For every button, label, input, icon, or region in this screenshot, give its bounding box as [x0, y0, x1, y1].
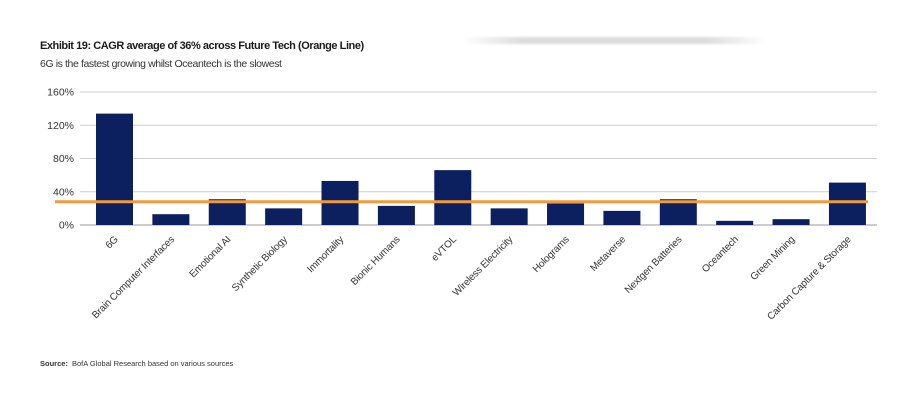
source-text: BofA Global Research based on various so…	[71, 359, 234, 368]
x-tick-label-6g: 6G	[104, 234, 121, 251]
x-tick-label-emotional-ai: Emotional AI	[188, 234, 234, 280]
bar-carbon-capture-and-storage	[828, 182, 866, 225]
y-tick-label-40: 40%	[53, 186, 74, 198]
source-note: Source: BofA Global Research based on var…	[40, 359, 233, 368]
x-tick-label-evtol: eVTOL	[430, 234, 460, 264]
bars	[96, 113, 866, 225]
y-tick-label-160: 160%	[47, 87, 74, 99]
source-label: Source:	[40, 359, 68, 368]
gridlines	[80, 91, 877, 226]
header-shadow-decoration	[462, 37, 767, 44]
x-tick-label-immortality: Immortality	[305, 234, 346, 275]
x-tick-label-oceantech: Oceantech	[700, 234, 741, 275]
y-tick-label-0: 0%	[59, 220, 74, 232]
bar-emotional-ai	[208, 199, 246, 225]
chart-title: Exhibit 19: CAGR average of 36% across F…	[40, 40, 364, 52]
x-tick-label-brain-computer-interfaces: Brain Computer Interfaces	[90, 234, 177, 321]
x-tick-label-bionic-humans: Bionic Humans	[349, 234, 403, 288]
chart-subtitle: 6G is the fastest growing whilst Oceante…	[40, 58, 282, 70]
x-tick-label-synthetic-biology: Synthetic Biology	[230, 234, 290, 294]
bar-oceantech	[716, 220, 754, 225]
y-axis-tick-labels: 0% 40% 80% 120% 160%	[47, 87, 74, 232]
bar-nextgen-batteries	[659, 199, 697, 225]
bar-synthetic-biology	[265, 208, 303, 225]
bar-evtol	[434, 170, 472, 225]
bar-green-mining	[772, 219, 810, 225]
bar-brain-computer-interfaces	[152, 214, 190, 225]
bar-6g	[96, 113, 133, 225]
x-tick-label-holograms: Holograms	[531, 234, 572, 275]
bar-bionic-humans	[377, 205, 415, 225]
x-tick-label-nextgen-batteries: Nextgen Batteries	[623, 234, 685, 296]
x-tick-label-metaverse: Metaverse	[589, 234, 629, 274]
bar-wireless-electricity	[490, 208, 528, 225]
x-tick-label-wireless-electricity: Wireless Electricity	[451, 234, 515, 298]
y-tick-label-80: 80%	[53, 153, 74, 165]
bar-holograms	[547, 203, 585, 225]
bar-metaverse	[603, 210, 641, 225]
y-tick-label-120: 120%	[47, 120, 74, 132]
x-tick-label-green-mining: Green Mining	[749, 234, 798, 283]
